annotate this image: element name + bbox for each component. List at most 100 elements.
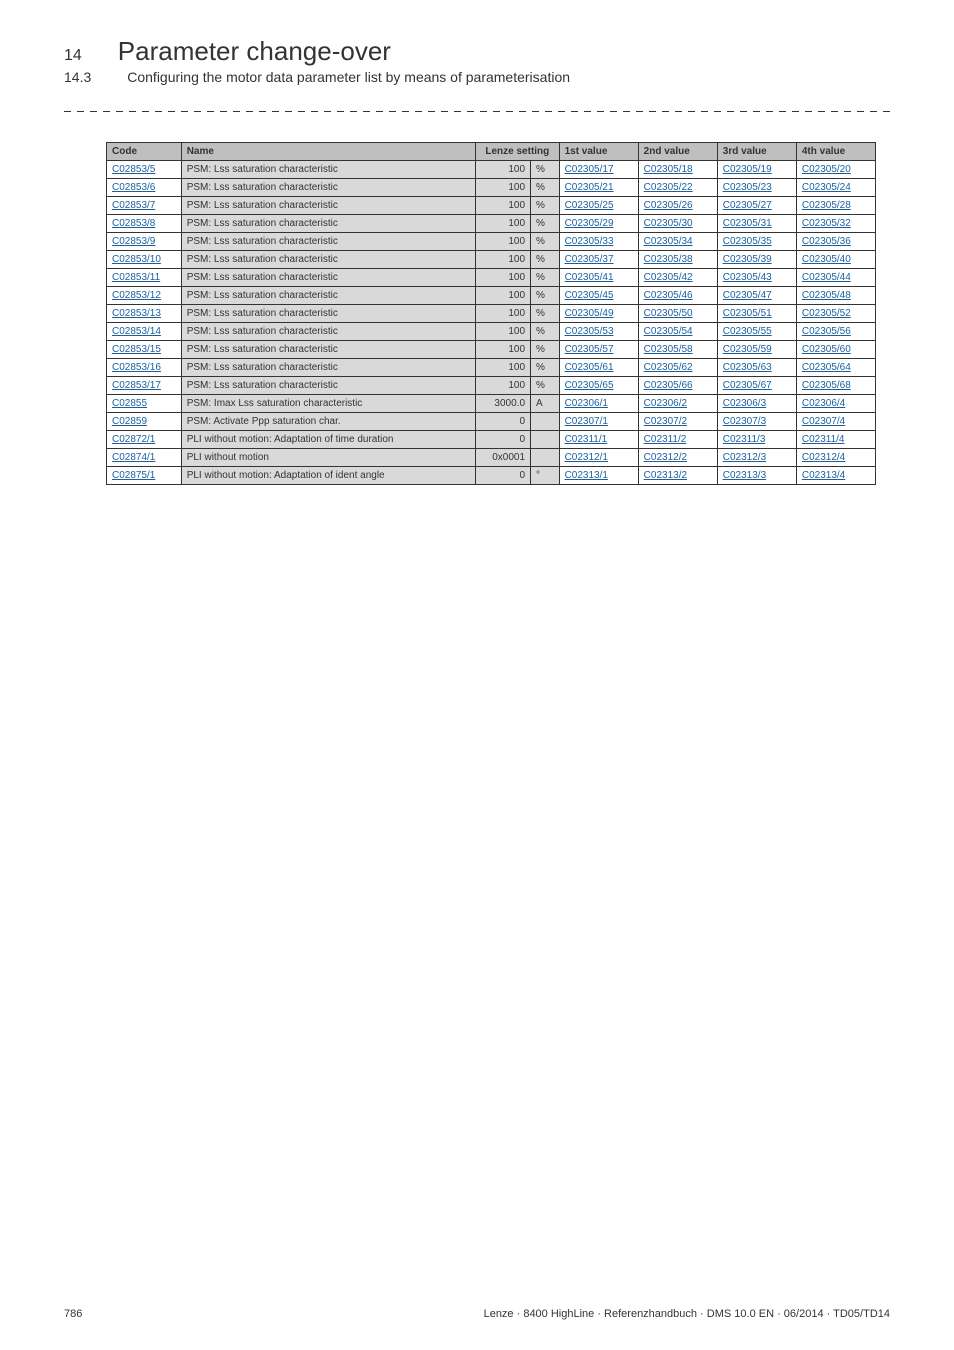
value-link[interactable]: C02305/31 [723, 218, 772, 229]
value-link[interactable]: C02306/2 [644, 398, 687, 409]
code-link[interactable]: C02853/13 [112, 308, 161, 319]
code-cell: C02853/5 [107, 161, 182, 179]
code-link[interactable]: C02855 [112, 398, 147, 409]
value-link[interactable]: C02305/17 [565, 164, 614, 175]
value-link[interactable]: C02305/46 [644, 290, 693, 301]
value-link[interactable]: C02305/37 [565, 254, 614, 265]
v4-cell: C02305/60 [796, 341, 875, 359]
value-link[interactable]: C02305/56 [802, 326, 851, 337]
code-link[interactable]: C02853/12 [112, 290, 161, 301]
value-link[interactable]: C02306/3 [723, 398, 766, 409]
value-link[interactable]: C02305/57 [565, 344, 614, 355]
value-link[interactable]: C02305/35 [723, 236, 772, 247]
code-link[interactable]: C02853/11 [112, 272, 160, 283]
value-link[interactable]: C02305/66 [644, 380, 693, 391]
value-link[interactable]: C02305/53 [565, 326, 614, 337]
value-link[interactable]: C02305/47 [723, 290, 772, 301]
value-link[interactable]: C02306/1 [565, 398, 608, 409]
code-link[interactable]: C02853/7 [112, 200, 155, 211]
value-link[interactable]: C02305/62 [644, 362, 693, 373]
value-link[interactable]: C02305/34 [644, 236, 693, 247]
value-link[interactable]: C02305/68 [802, 380, 851, 391]
v1-cell: C02305/29 [559, 215, 638, 233]
value-link[interactable]: C02312/2 [644, 452, 687, 463]
value-link[interactable]: C02306/4 [802, 398, 845, 409]
table-row: C02853/7PSM: Lss saturation characterist… [107, 197, 876, 215]
value-link[interactable]: C02313/1 [565, 470, 608, 481]
value-link[interactable]: C02305/54 [644, 326, 693, 337]
value-link[interactable]: C02305/39 [723, 254, 772, 265]
code-link[interactable]: C02872/1 [112, 434, 155, 445]
code-link[interactable]: C02874/1 [112, 452, 155, 463]
value-link[interactable]: C02305/22 [644, 182, 693, 193]
setting-unit-cell: % [531, 197, 560, 215]
code-link[interactable]: C02853/10 [112, 254, 161, 265]
value-link[interactable]: C02312/3 [723, 452, 766, 463]
value-link[interactable]: C02305/41 [565, 272, 614, 283]
value-link[interactable]: C02305/23 [723, 182, 772, 193]
value-link[interactable]: C02307/1 [565, 416, 608, 427]
col-header-v2: 2nd value [638, 143, 717, 161]
value-link[interactable]: C02305/55 [723, 326, 772, 337]
value-link[interactable]: C02305/30 [644, 218, 693, 229]
v1-cell: C02306/1 [559, 395, 638, 413]
value-link[interactable]: C02305/42 [644, 272, 693, 283]
value-link[interactable]: C02305/32 [802, 218, 851, 229]
value-link[interactable]: C02305/49 [565, 308, 614, 319]
value-link[interactable]: C02313/2 [644, 470, 687, 481]
code-link[interactable]: C02853/8 [112, 218, 155, 229]
value-link[interactable]: C02307/2 [644, 416, 687, 427]
value-link[interactable]: C02305/24 [802, 182, 851, 193]
value-link[interactable]: C02305/61 [565, 362, 614, 373]
value-link[interactable]: C02305/58 [644, 344, 693, 355]
value-link[interactable]: C02307/4 [802, 416, 845, 427]
value-link[interactable]: C02305/48 [802, 290, 851, 301]
value-link[interactable]: C02307/3 [723, 416, 766, 427]
value-link[interactable]: C02305/45 [565, 290, 614, 301]
value-link[interactable]: C02305/28 [802, 200, 851, 211]
code-link[interactable]: C02853/6 [112, 182, 155, 193]
code-link[interactable]: C02853/14 [112, 326, 161, 337]
value-link[interactable]: C02305/21 [565, 182, 614, 193]
code-cell: C02853/10 [107, 251, 182, 269]
table-header-row: Code Name Lenze setting 1st value 2nd va… [107, 143, 876, 161]
value-link[interactable]: C02305/18 [644, 164, 693, 175]
code-link[interactable]: C02875/1 [112, 470, 155, 481]
value-link[interactable]: C02305/67 [723, 380, 772, 391]
code-link[interactable]: C02853/15 [112, 344, 161, 355]
value-link[interactable]: C02305/36 [802, 236, 851, 247]
value-link[interactable]: C02311/1 [565, 434, 608, 445]
value-link[interactable]: C02305/38 [644, 254, 693, 265]
value-link[interactable]: C02305/43 [723, 272, 772, 283]
value-link[interactable]: C02305/63 [723, 362, 772, 373]
value-link[interactable]: C02305/19 [723, 164, 772, 175]
code-link[interactable]: C02853/17 [112, 380, 161, 391]
value-link[interactable]: C02305/50 [644, 308, 693, 319]
value-link[interactable]: C02305/52 [802, 308, 851, 319]
code-link[interactable]: C02853/5 [112, 164, 155, 175]
value-link[interactable]: C02313/3 [723, 470, 766, 481]
value-link[interactable]: C02305/44 [802, 272, 851, 283]
value-link[interactable]: C02305/25 [565, 200, 614, 211]
value-link[interactable]: C02312/1 [565, 452, 608, 463]
value-link[interactable]: C02305/65 [565, 380, 614, 391]
code-link[interactable]: C02853/9 [112, 236, 155, 247]
value-link[interactable]: C02305/29 [565, 218, 614, 229]
value-link[interactable]: C02305/64 [802, 362, 851, 373]
value-link[interactable]: C02305/26 [644, 200, 693, 211]
value-link[interactable]: C02311/3 [723, 434, 766, 445]
value-link[interactable]: C02305/59 [723, 344, 772, 355]
value-link[interactable]: C02305/33 [565, 236, 614, 247]
value-link[interactable]: C02305/27 [723, 200, 772, 211]
code-link[interactable]: C02859 [112, 416, 147, 427]
value-link[interactable]: C02313/4 [802, 470, 845, 481]
value-link[interactable]: C02311/4 [802, 434, 845, 445]
value-link[interactable]: C02312/4 [802, 452, 845, 463]
value-link[interactable]: C02305/40 [802, 254, 851, 265]
value-link[interactable]: C02305/51 [723, 308, 772, 319]
v3-cell: C02313/3 [717, 467, 796, 485]
code-link[interactable]: C02853/16 [112, 362, 161, 373]
value-link[interactable]: C02305/20 [802, 164, 851, 175]
value-link[interactable]: C02311/2 [644, 434, 687, 445]
value-link[interactable]: C02305/60 [802, 344, 851, 355]
